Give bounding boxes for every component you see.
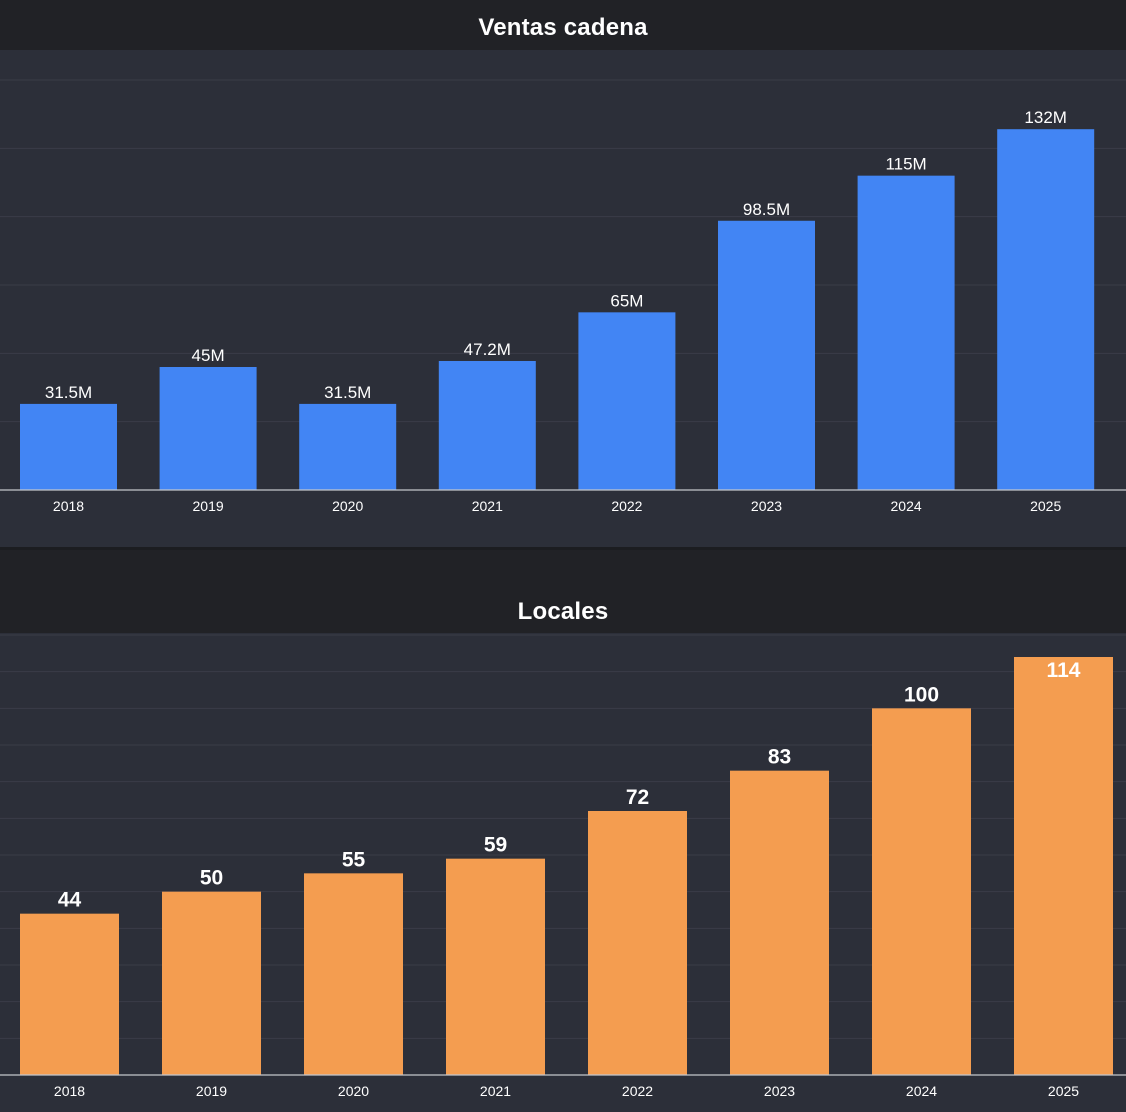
stores-value-label-2025: 114 <box>1047 659 1081 682</box>
stores-value-label-2021: 59 <box>484 834 507 857</box>
sales-tick-label-2024: 2024 <box>891 498 922 514</box>
sales-chart-title: Ventas cadena <box>0 0 1126 50</box>
stores-value-label-2020: 55 <box>342 848 366 871</box>
sales-bar-2025 <box>997 129 1095 490</box>
sales-tick-label-2021: 2021 <box>472 498 503 514</box>
stores-tick-label-2021: 2021 <box>480 1083 511 1099</box>
sales-value-label-2019: 45M <box>192 346 225 365</box>
sales-value-label-2020: 31.5M <box>324 383 371 402</box>
sales-bar-chart: 31.5M 2018 45M 2019 31.5M 2020 47.2M 2021 65M 202… <box>0 79 1126 514</box>
sales-tick-label-2018: 2018 <box>53 498 84 514</box>
sales-tick-label-2022: 2022 <box>611 498 642 514</box>
stores-bar-2025 <box>1014 657 1113 1075</box>
stores-value-label-2024: 100 <box>904 683 939 706</box>
stores-bar-2024 <box>872 708 971 1075</box>
sales-bar-2021 <box>438 360 536 490</box>
sales-tick-label-2025: 2025 <box>1030 498 1061 514</box>
sales-value-label-2018: 31.5M <box>45 383 92 402</box>
stores-bar-2021 <box>446 858 545 1075</box>
stores-tick-label-2024: 2024 <box>906 1083 937 1099</box>
sales-value-label-2023: 98.5M <box>743 200 790 219</box>
sales-tick-label-2019: 2019 <box>193 498 224 514</box>
stores-value-label-2023: 83 <box>768 746 791 769</box>
sales-value-label-2025: 132M <box>1024 108 1067 127</box>
sales-tick-label-2023: 2023 <box>751 498 782 514</box>
stores-chart-title: Locales <box>0 550 1126 633</box>
sales-bar-2024 <box>857 175 955 490</box>
sales-bar-2023 <box>718 220 815 490</box>
sales-tick-label-2020: 2020 <box>332 498 363 514</box>
stores-value-label-2018: 44 <box>58 889 82 912</box>
panel-separator <box>0 547 1126 551</box>
stores-bar-2018 <box>20 913 119 1075</box>
sales-value-label-2022: 65M <box>610 291 643 310</box>
sales-bar-2019 <box>159 367 257 490</box>
stores-tick-label-2022: 2022 <box>622 1083 653 1099</box>
stores-bar-2019 <box>162 891 261 1075</box>
sales-value-label-2021: 47.2M <box>464 340 511 359</box>
stores-bar-chart: 44 2018 50 2019 55 2020 59 2021 72 2022 83 2023 100 2… <box>0 634 1126 1099</box>
stores-tick-label-2018: 2018 <box>54 1083 85 1099</box>
stores-bar-2020 <box>304 873 403 1075</box>
stores-tick-label-2025: 2025 <box>1048 1083 1079 1099</box>
sales-value-label-2024: 115M <box>885 155 926 174</box>
stores-tick-label-2023: 2023 <box>764 1083 795 1099</box>
stores-tick-label-2019: 2019 <box>196 1083 227 1099</box>
sales-bar-2020 <box>299 403 397 490</box>
stores-value-label-2019: 50 <box>200 867 223 890</box>
stores-value-label-2022: 72 <box>626 786 649 809</box>
sales-bar-2018 <box>20 403 117 490</box>
stores-bar-2023 <box>730 770 829 1075</box>
stores-tick-label-2020: 2020 <box>338 1083 369 1099</box>
sales-bar-2022 <box>578 312 676 490</box>
stores-bar-2022 <box>588 811 687 1075</box>
